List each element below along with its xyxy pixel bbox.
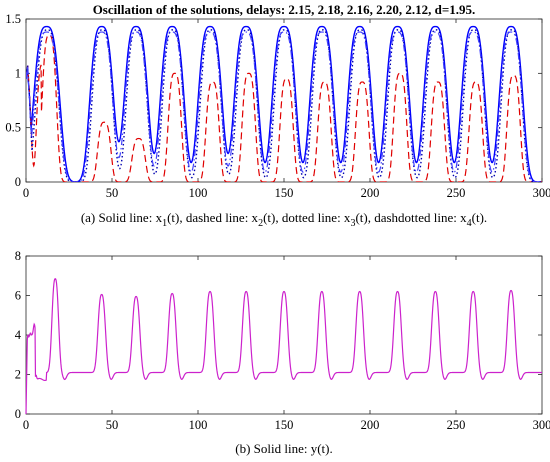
series-x4 [26, 31, 542, 182]
series-x1 [26, 25, 542, 182]
caption-a: (a) Solid line: x1(t), dashed line: x2(t… [81, 210, 487, 229]
caption-a-text: (a) Solid line: x [81, 210, 163, 225]
panel-b: 0 50 100 150 200 250 300 0 2 4 6 8 [15, 249, 550, 432]
panel-b-xtick-label: 50 [106, 418, 119, 432]
panel-a-xtick-label: 300 [533, 186, 550, 200]
series-y [25, 278, 542, 415]
panel-a-ytick-label: 0.5 [5, 121, 21, 135]
caption-a-subscript: 1 [162, 218, 167, 229]
caption-a-subscript: 2 [258, 218, 263, 229]
panel-a-xtick-label: 100 [189, 186, 208, 200]
caption-a-text: (t), dashed line: x [167, 210, 258, 225]
panel-b-ytick-label: 0 [15, 407, 21, 421]
caption-a-text: (t), dotted line: x [263, 210, 351, 225]
panel-b-xtick-label: 300 [533, 418, 550, 432]
panel-a-ytick-label: 0 [15, 175, 21, 189]
panel-a-xtick-label: 0 [23, 186, 29, 200]
panel-b-xtick-label: 0 [23, 418, 29, 432]
panel-b-axes-frame [25, 255, 543, 415]
panel-a-axes-frame [25, 18, 543, 183]
panel-b-ytick-label: 8 [15, 249, 21, 263]
panel-a-xtick-label: 150 [275, 186, 294, 200]
panel-a-ytick-label: 1 [15, 66, 21, 80]
panel-b-xtick-label: 250 [447, 418, 466, 432]
caption-a-text: (t), dashdotted line: x [355, 210, 467, 225]
series-x2 [26, 34, 542, 182]
panel-b-ytick-label: 4 [15, 328, 22, 342]
figure-title: Oscillation of the solutions, delays: 2.… [93, 2, 476, 17]
panel-b-ytick-label: 2 [15, 368, 21, 382]
panel-a: 0 50 100 150 200 250 300 0 0.5 1 1.5 [5, 12, 550, 200]
caption-b: (b) Solid line: y(t). [235, 441, 333, 456]
panel-b-ytick-label: 6 [15, 289, 21, 303]
series-x3 [26, 29, 542, 182]
panel-a-xtick-label: 200 [361, 186, 380, 200]
panel-a-ytick-label: 1.5 [5, 12, 21, 26]
caption-a-subscript: 3 [350, 218, 355, 229]
caption-a-subscript: 4 [467, 218, 472, 229]
caption-a-text: (t). [472, 210, 488, 225]
panel-b-xtick-label: 200 [361, 418, 380, 432]
panel-a-xtick-label: 250 [447, 186, 466, 200]
panel-b-xtick-label: 100 [189, 418, 208, 432]
panel-b-xtick-label: 150 [275, 418, 294, 432]
panel-a-xtick-label: 50 [106, 186, 119, 200]
